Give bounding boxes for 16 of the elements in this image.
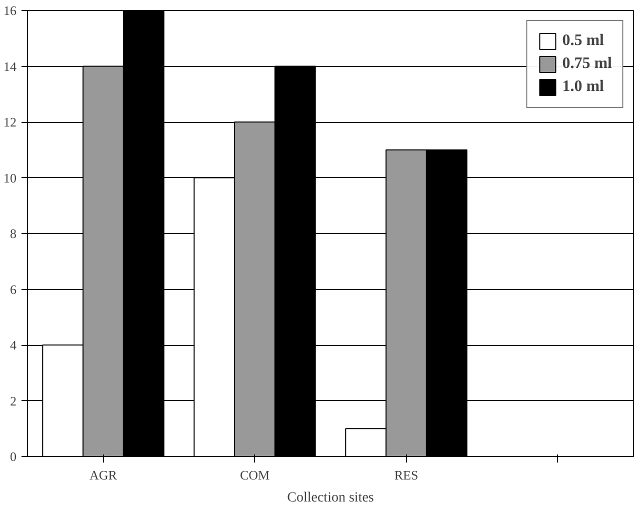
y-tick-label: 16	[4, 3, 17, 18]
y-tick-label: 12	[4, 114, 16, 130]
legend-label: 1.0 ml	[562, 78, 604, 96]
y-tick-label: 14	[4, 58, 17, 74]
y-tick-label: 10	[4, 170, 16, 186]
x-tick-label: AGR	[90, 468, 118, 482]
y-tick-label: 2	[10, 393, 16, 408]
legend-label: 0.5 ml	[562, 32, 604, 50]
y-tick-label: 0	[10, 449, 16, 464]
y-tick-label: 8	[10, 226, 16, 241]
y-tick-label: 4	[10, 338, 17, 352]
y-tick-label: 6	[10, 282, 17, 297]
x-tick-label: COM	[240, 468, 270, 482]
x-axis-title: Collection sites	[287, 490, 374, 506]
x-tick-label: RES	[394, 468, 418, 482]
legend-label: 0.75 ml	[562, 55, 612, 73]
